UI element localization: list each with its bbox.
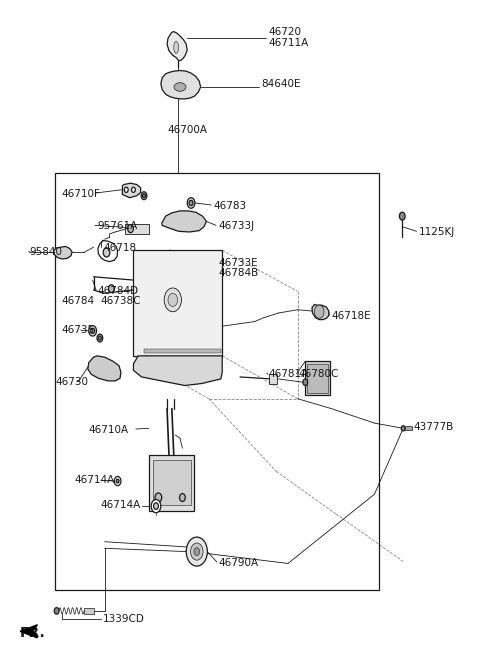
Text: 46714A: 46714A xyxy=(74,475,115,486)
Circle shape xyxy=(196,255,202,263)
Polygon shape xyxy=(144,349,221,353)
FancyBboxPatch shape xyxy=(149,455,194,511)
Text: 46738C: 46738C xyxy=(101,296,141,306)
Polygon shape xyxy=(161,71,201,99)
Polygon shape xyxy=(133,356,222,386)
Circle shape xyxy=(180,494,185,501)
Polygon shape xyxy=(54,246,72,259)
FancyBboxPatch shape xyxy=(307,364,328,393)
FancyBboxPatch shape xyxy=(153,460,191,505)
Ellipse shape xyxy=(174,42,179,53)
FancyBboxPatch shape xyxy=(125,224,149,234)
Text: 95761A: 95761A xyxy=(97,221,138,231)
Circle shape xyxy=(164,288,181,312)
Text: 46730: 46730 xyxy=(55,377,88,387)
Text: 46784: 46784 xyxy=(61,296,95,306)
FancyBboxPatch shape xyxy=(405,426,412,430)
Circle shape xyxy=(199,266,204,273)
Text: 46733J: 46733J xyxy=(218,221,254,231)
Circle shape xyxy=(116,479,119,483)
Text: 46720: 46720 xyxy=(269,26,302,37)
FancyBboxPatch shape xyxy=(305,361,330,395)
Text: 46735: 46735 xyxy=(61,325,95,335)
Text: 43777B: 43777B xyxy=(414,422,454,432)
Circle shape xyxy=(98,336,101,340)
Text: 46718E: 46718E xyxy=(331,310,371,321)
Circle shape xyxy=(401,426,405,431)
Circle shape xyxy=(132,187,135,192)
Circle shape xyxy=(187,198,195,208)
Text: 46784B: 46784B xyxy=(218,268,259,279)
Text: 46781A: 46781A xyxy=(269,368,309,379)
Circle shape xyxy=(189,200,193,206)
Circle shape xyxy=(314,305,324,318)
Text: 46710F: 46710F xyxy=(61,189,100,200)
Circle shape xyxy=(124,187,128,192)
Circle shape xyxy=(194,548,200,556)
Text: 1339CD: 1339CD xyxy=(103,614,145,625)
Circle shape xyxy=(399,212,405,220)
Circle shape xyxy=(103,248,110,257)
FancyBboxPatch shape xyxy=(84,608,94,614)
Polygon shape xyxy=(88,356,121,381)
Circle shape xyxy=(186,537,207,566)
Text: 46711A: 46711A xyxy=(269,38,309,49)
Text: 1125KJ: 1125KJ xyxy=(419,227,456,237)
Text: 46718: 46718 xyxy=(103,243,136,254)
Text: 46790A: 46790A xyxy=(218,558,259,569)
Circle shape xyxy=(89,326,96,336)
Polygon shape xyxy=(312,304,329,320)
FancyBboxPatch shape xyxy=(133,250,222,356)
Circle shape xyxy=(151,500,161,513)
Circle shape xyxy=(143,194,145,198)
Polygon shape xyxy=(167,32,187,61)
Circle shape xyxy=(108,285,114,293)
Text: 46784D: 46784D xyxy=(97,285,139,296)
Circle shape xyxy=(54,608,59,614)
Polygon shape xyxy=(20,625,37,638)
Circle shape xyxy=(141,192,147,200)
Text: 95840: 95840 xyxy=(30,247,63,258)
Circle shape xyxy=(114,476,121,486)
Polygon shape xyxy=(162,211,206,232)
Circle shape xyxy=(128,225,133,233)
Circle shape xyxy=(168,293,178,306)
Text: 46710A: 46710A xyxy=(89,424,129,435)
Text: 46733E: 46733E xyxy=(218,258,258,268)
Circle shape xyxy=(91,328,95,333)
Text: 46783: 46783 xyxy=(214,201,247,212)
Circle shape xyxy=(154,503,158,509)
Ellipse shape xyxy=(174,83,186,92)
Circle shape xyxy=(97,334,103,342)
Text: 46714A: 46714A xyxy=(101,500,141,511)
Circle shape xyxy=(198,257,201,261)
Text: 46700A: 46700A xyxy=(167,125,207,135)
Circle shape xyxy=(191,543,203,560)
Polygon shape xyxy=(122,183,141,198)
Circle shape xyxy=(200,268,203,272)
FancyBboxPatch shape xyxy=(269,374,277,384)
Text: 84640E: 84640E xyxy=(262,79,301,90)
Text: 46780C: 46780C xyxy=(298,368,338,379)
Circle shape xyxy=(303,379,308,386)
Circle shape xyxy=(155,493,162,502)
Text: FR.: FR. xyxy=(20,625,46,640)
